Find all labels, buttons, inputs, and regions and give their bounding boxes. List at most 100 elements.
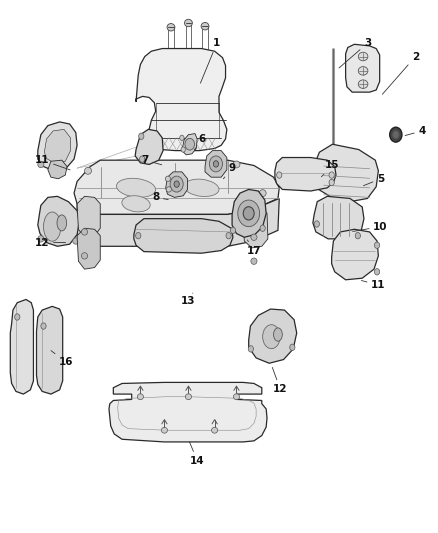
Ellipse shape — [226, 232, 231, 239]
Text: 10: 10 — [353, 222, 388, 232]
Polygon shape — [205, 151, 227, 177]
Ellipse shape — [184, 179, 219, 197]
Polygon shape — [136, 49, 227, 151]
Polygon shape — [275, 158, 336, 191]
Ellipse shape — [213, 161, 219, 167]
Text: 5: 5 — [364, 174, 384, 185]
Ellipse shape — [274, 328, 283, 341]
Polygon shape — [249, 309, 297, 364]
Ellipse shape — [251, 234, 257, 240]
Polygon shape — [74, 160, 279, 214]
Text: 16: 16 — [51, 351, 74, 367]
Polygon shape — [332, 229, 378, 280]
Text: 1: 1 — [201, 38, 220, 83]
Ellipse shape — [85, 167, 92, 174]
Polygon shape — [312, 144, 378, 201]
Ellipse shape — [277, 172, 282, 178]
Ellipse shape — [14, 314, 20, 320]
Ellipse shape — [230, 227, 236, 233]
Ellipse shape — [38, 236, 44, 242]
Polygon shape — [38, 196, 79, 246]
Ellipse shape — [84, 200, 91, 207]
Ellipse shape — [355, 232, 360, 239]
Polygon shape — [135, 130, 163, 165]
Text: 14: 14 — [190, 442, 205, 465]
Text: 11: 11 — [361, 280, 385, 290]
Text: 13: 13 — [181, 293, 196, 306]
Ellipse shape — [358, 80, 368, 88]
Ellipse shape — [180, 135, 184, 141]
Ellipse shape — [166, 187, 171, 192]
Ellipse shape — [238, 200, 260, 227]
Polygon shape — [77, 196, 100, 237]
Polygon shape — [109, 382, 267, 442]
Ellipse shape — [165, 176, 170, 181]
Ellipse shape — [174, 181, 179, 187]
Ellipse shape — [212, 427, 218, 433]
Text: 4: 4 — [405, 126, 426, 136]
Ellipse shape — [136, 232, 141, 239]
Ellipse shape — [181, 147, 185, 152]
Text: 2: 2 — [382, 52, 419, 94]
Ellipse shape — [167, 23, 175, 31]
Text: 11: 11 — [35, 155, 70, 170]
Text: 12: 12 — [272, 367, 287, 394]
Ellipse shape — [358, 52, 368, 61]
Polygon shape — [38, 122, 77, 171]
Ellipse shape — [140, 156, 145, 163]
Ellipse shape — [73, 238, 79, 244]
Text: 3: 3 — [339, 38, 371, 68]
Ellipse shape — [139, 133, 144, 140]
Text: 9: 9 — [223, 163, 236, 179]
Ellipse shape — [263, 325, 280, 349]
Polygon shape — [166, 172, 187, 197]
Ellipse shape — [259, 190, 266, 197]
Ellipse shape — [374, 242, 380, 248]
Ellipse shape — [201, 22, 209, 30]
Text: 17: 17 — [247, 240, 261, 255]
Text: 7: 7 — [141, 155, 162, 165]
Ellipse shape — [122, 196, 150, 212]
Polygon shape — [182, 134, 197, 155]
Ellipse shape — [392, 131, 399, 139]
Polygon shape — [48, 160, 67, 179]
Ellipse shape — [57, 215, 67, 231]
Text: 12: 12 — [35, 238, 66, 247]
Ellipse shape — [374, 269, 380, 275]
Ellipse shape — [117, 179, 155, 197]
Ellipse shape — [81, 253, 88, 259]
Ellipse shape — [260, 225, 265, 231]
Ellipse shape — [209, 156, 223, 172]
Polygon shape — [134, 219, 233, 253]
Polygon shape — [77, 228, 100, 269]
Polygon shape — [11, 300, 33, 394]
Ellipse shape — [314, 221, 319, 227]
Ellipse shape — [329, 179, 334, 185]
Text: 15: 15 — [321, 160, 340, 177]
Polygon shape — [313, 196, 364, 239]
Ellipse shape — [43, 212, 61, 241]
Polygon shape — [36, 306, 63, 394]
Polygon shape — [232, 189, 266, 237]
Polygon shape — [243, 207, 268, 248]
Text: 6: 6 — [194, 134, 205, 150]
Ellipse shape — [290, 344, 295, 351]
Ellipse shape — [248, 346, 254, 352]
Ellipse shape — [185, 139, 194, 150]
Ellipse shape — [233, 161, 240, 168]
Polygon shape — [44, 130, 71, 163]
Ellipse shape — [251, 258, 257, 264]
Ellipse shape — [329, 165, 337, 179]
Ellipse shape — [184, 19, 192, 27]
Ellipse shape — [185, 394, 191, 400]
Ellipse shape — [233, 394, 240, 400]
Ellipse shape — [38, 161, 44, 167]
Ellipse shape — [138, 394, 144, 400]
Ellipse shape — [390, 127, 402, 142]
Ellipse shape — [41, 323, 46, 329]
Polygon shape — [346, 44, 380, 92]
Ellipse shape — [243, 207, 254, 220]
Text: 8: 8 — [152, 192, 168, 203]
Ellipse shape — [329, 172, 334, 178]
Ellipse shape — [81, 229, 88, 235]
